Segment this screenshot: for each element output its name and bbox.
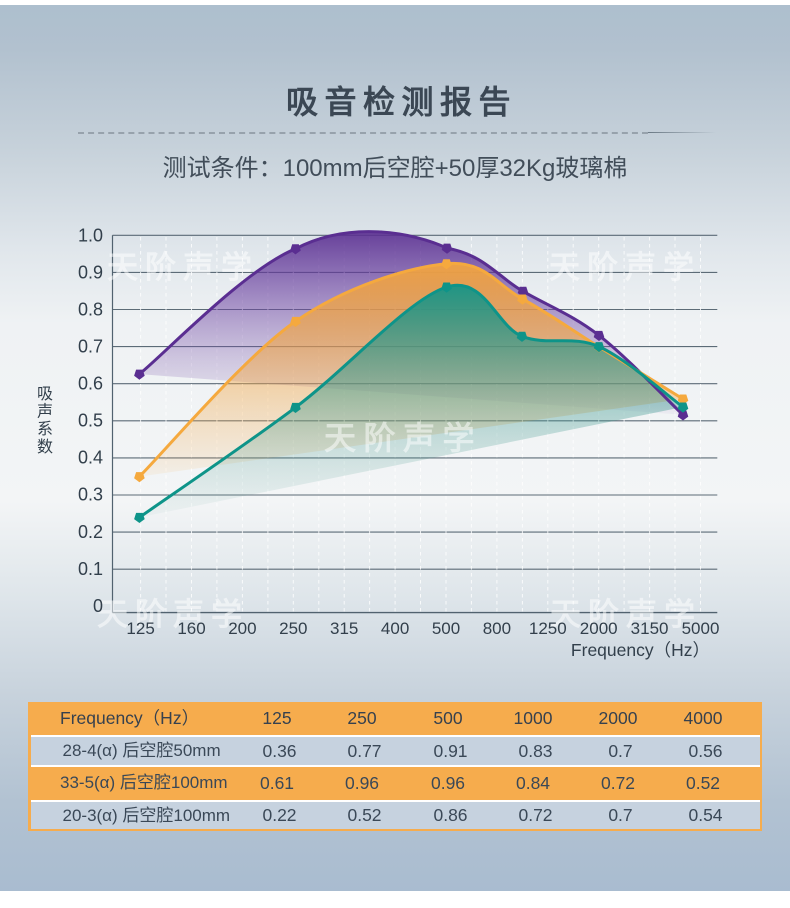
svg-text:400: 400 <box>381 619 409 638</box>
svg-text:声: 声 <box>37 403 53 421</box>
svg-text:吸: 吸 <box>37 386 53 403</box>
svg-text:系: 系 <box>37 420 53 438</box>
svg-text:1.0: 1.0 <box>78 225 103 245</box>
svg-text:天阶声学: 天阶声学 <box>324 420 482 456</box>
svg-text:0.6: 0.6 <box>78 374 103 394</box>
svg-text:天阶声学: 天阶声学 <box>97 597 249 632</box>
svg-text:3150: 3150 <box>631 619 669 638</box>
svg-text:Frequency（Hz）: Frequency（Hz） <box>571 640 710 660</box>
svg-text:160: 160 <box>177 619 205 638</box>
svg-text:5000: 5000 <box>682 619 720 638</box>
svg-text:125: 125 <box>126 619 154 638</box>
svg-text:0.2: 0.2 <box>78 522 103 542</box>
svg-text:800: 800 <box>483 619 511 638</box>
svg-text:2000: 2000 <box>580 619 618 638</box>
svg-text:0.1: 0.1 <box>78 559 103 579</box>
svg-text:1250: 1250 <box>529 619 567 638</box>
svg-text:0.9: 0.9 <box>78 262 103 282</box>
svg-text:天阶声学: 天阶声学 <box>550 597 702 632</box>
svg-text:0: 0 <box>93 596 103 616</box>
svg-text:0.3: 0.3 <box>78 485 103 505</box>
svg-text:200: 200 <box>228 619 256 638</box>
svg-text:315: 315 <box>330 619 358 638</box>
svg-text:250: 250 <box>279 619 307 638</box>
svg-text:数: 数 <box>37 438 53 456</box>
svg-text:天阶声学: 天阶声学 <box>107 250 259 285</box>
svg-text:0.5: 0.5 <box>78 411 103 431</box>
svg-text:0.4: 0.4 <box>78 448 103 468</box>
svg-text:500: 500 <box>432 619 460 638</box>
svg-text:0.7: 0.7 <box>78 337 103 357</box>
svg-text:天阶声学: 天阶声学 <box>549 250 701 285</box>
svg-text:0.8: 0.8 <box>78 299 103 319</box>
